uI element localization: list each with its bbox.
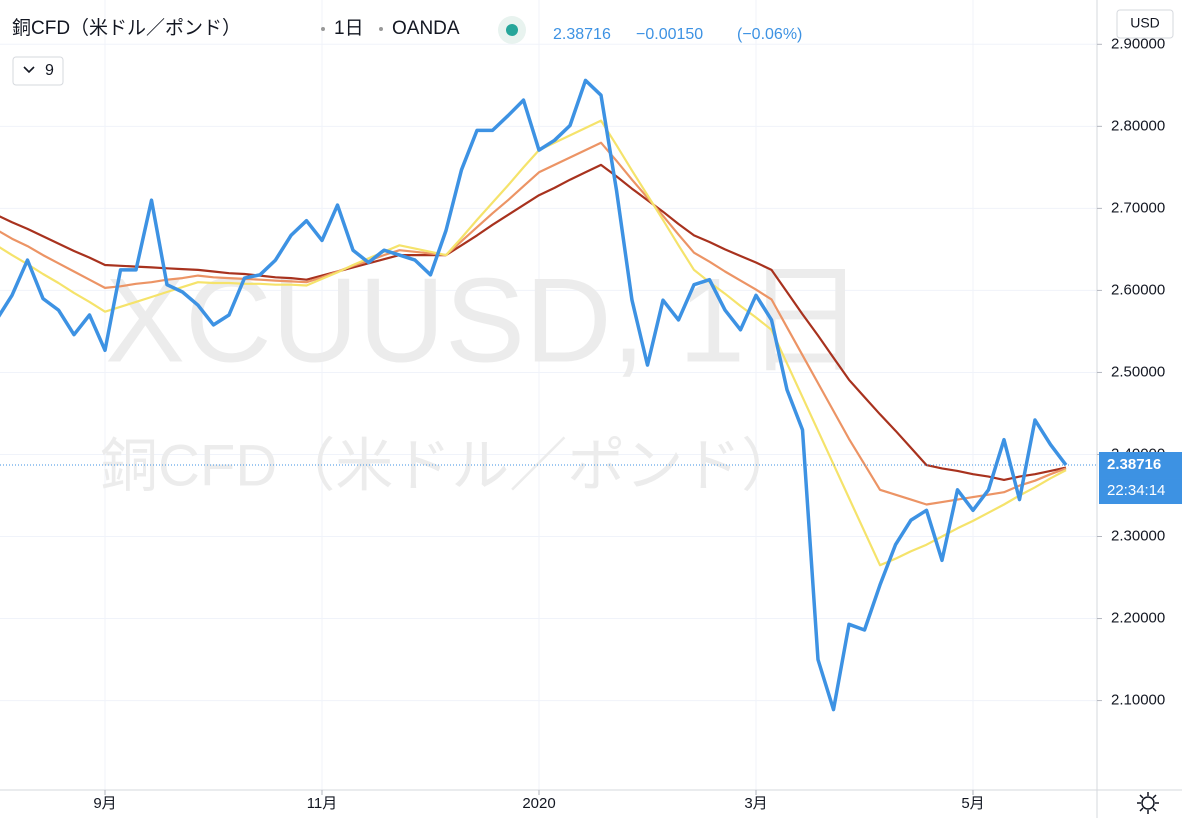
status-dot[interactable] [506,24,518,36]
indicator-toggle[interactable] [12,56,64,86]
watermark-symbol: XCUUSD, 1日 [105,254,865,388]
y-tick-label: 2.50000 [1111,363,1165,380]
last-price-label: 2.38716 [1107,456,1161,473]
interval: 1日 [334,18,364,39]
x-tick-label: 3月 [744,795,767,812]
y-tick-label: 2.90000 [1111,35,1165,52]
ma-ribbon [0,141,1067,506]
gear-teeth [1137,792,1159,814]
y-tick-label: 2.30000 [1111,527,1165,544]
header-price: 2.38716 [553,26,611,43]
plot [0,78,1097,712]
x-tick-label: 5月 [961,795,984,812]
y-tick-label: 2.20000 [1111,610,1165,627]
y-tick-label: 2.60000 [1111,281,1165,298]
source: OANDA [392,18,460,39]
gear [1141,796,1155,810]
indicator-count: 9 [45,62,54,79]
y-tick-label: 2.10000 [1111,692,1165,709]
header-change: −0.00150 [636,26,703,43]
settings-icon[interactable] [1137,792,1159,814]
currency-button[interactable] [1116,9,1174,39]
title: 銅CFD（米ドル／ポンド） [12,17,241,39]
ma-ribbon [0,163,1067,481]
y-tick-label: 2.70000 [1111,199,1165,216]
x-tick-label: 9月 [93,795,116,812]
countdown-tag [1099,478,1182,505]
x-tick-label: 2020 [522,795,555,812]
y-tick-label: 2.80000 [1111,117,1165,134]
last-price-tag [1099,452,1182,479]
header-change-pct: (−0.06%) [737,26,802,43]
currency: USD [1130,15,1160,31]
separator [379,27,383,31]
x-tick-label: 11月 [307,795,338,812]
countdown: 22:34:14 [1107,482,1165,499]
axes: 2.100002.200002.300002.400002.500002.600… [93,35,1182,812]
separator [321,27,325,31]
chevron [23,66,35,74]
price-line [0,78,1068,712]
watermark-title: 銅CFD（米ドル／ポンド） [100,433,799,498]
